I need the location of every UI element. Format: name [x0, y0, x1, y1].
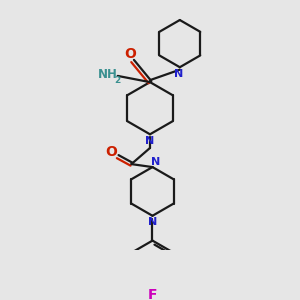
Text: N: N — [148, 218, 157, 227]
Text: 2: 2 — [115, 76, 121, 85]
Text: N: N — [174, 69, 183, 79]
Text: NH: NH — [98, 68, 118, 81]
Text: F: F — [148, 288, 157, 300]
Text: N: N — [146, 136, 154, 146]
Text: O: O — [125, 47, 136, 61]
Text: O: O — [105, 145, 117, 159]
Text: N: N — [151, 157, 160, 166]
